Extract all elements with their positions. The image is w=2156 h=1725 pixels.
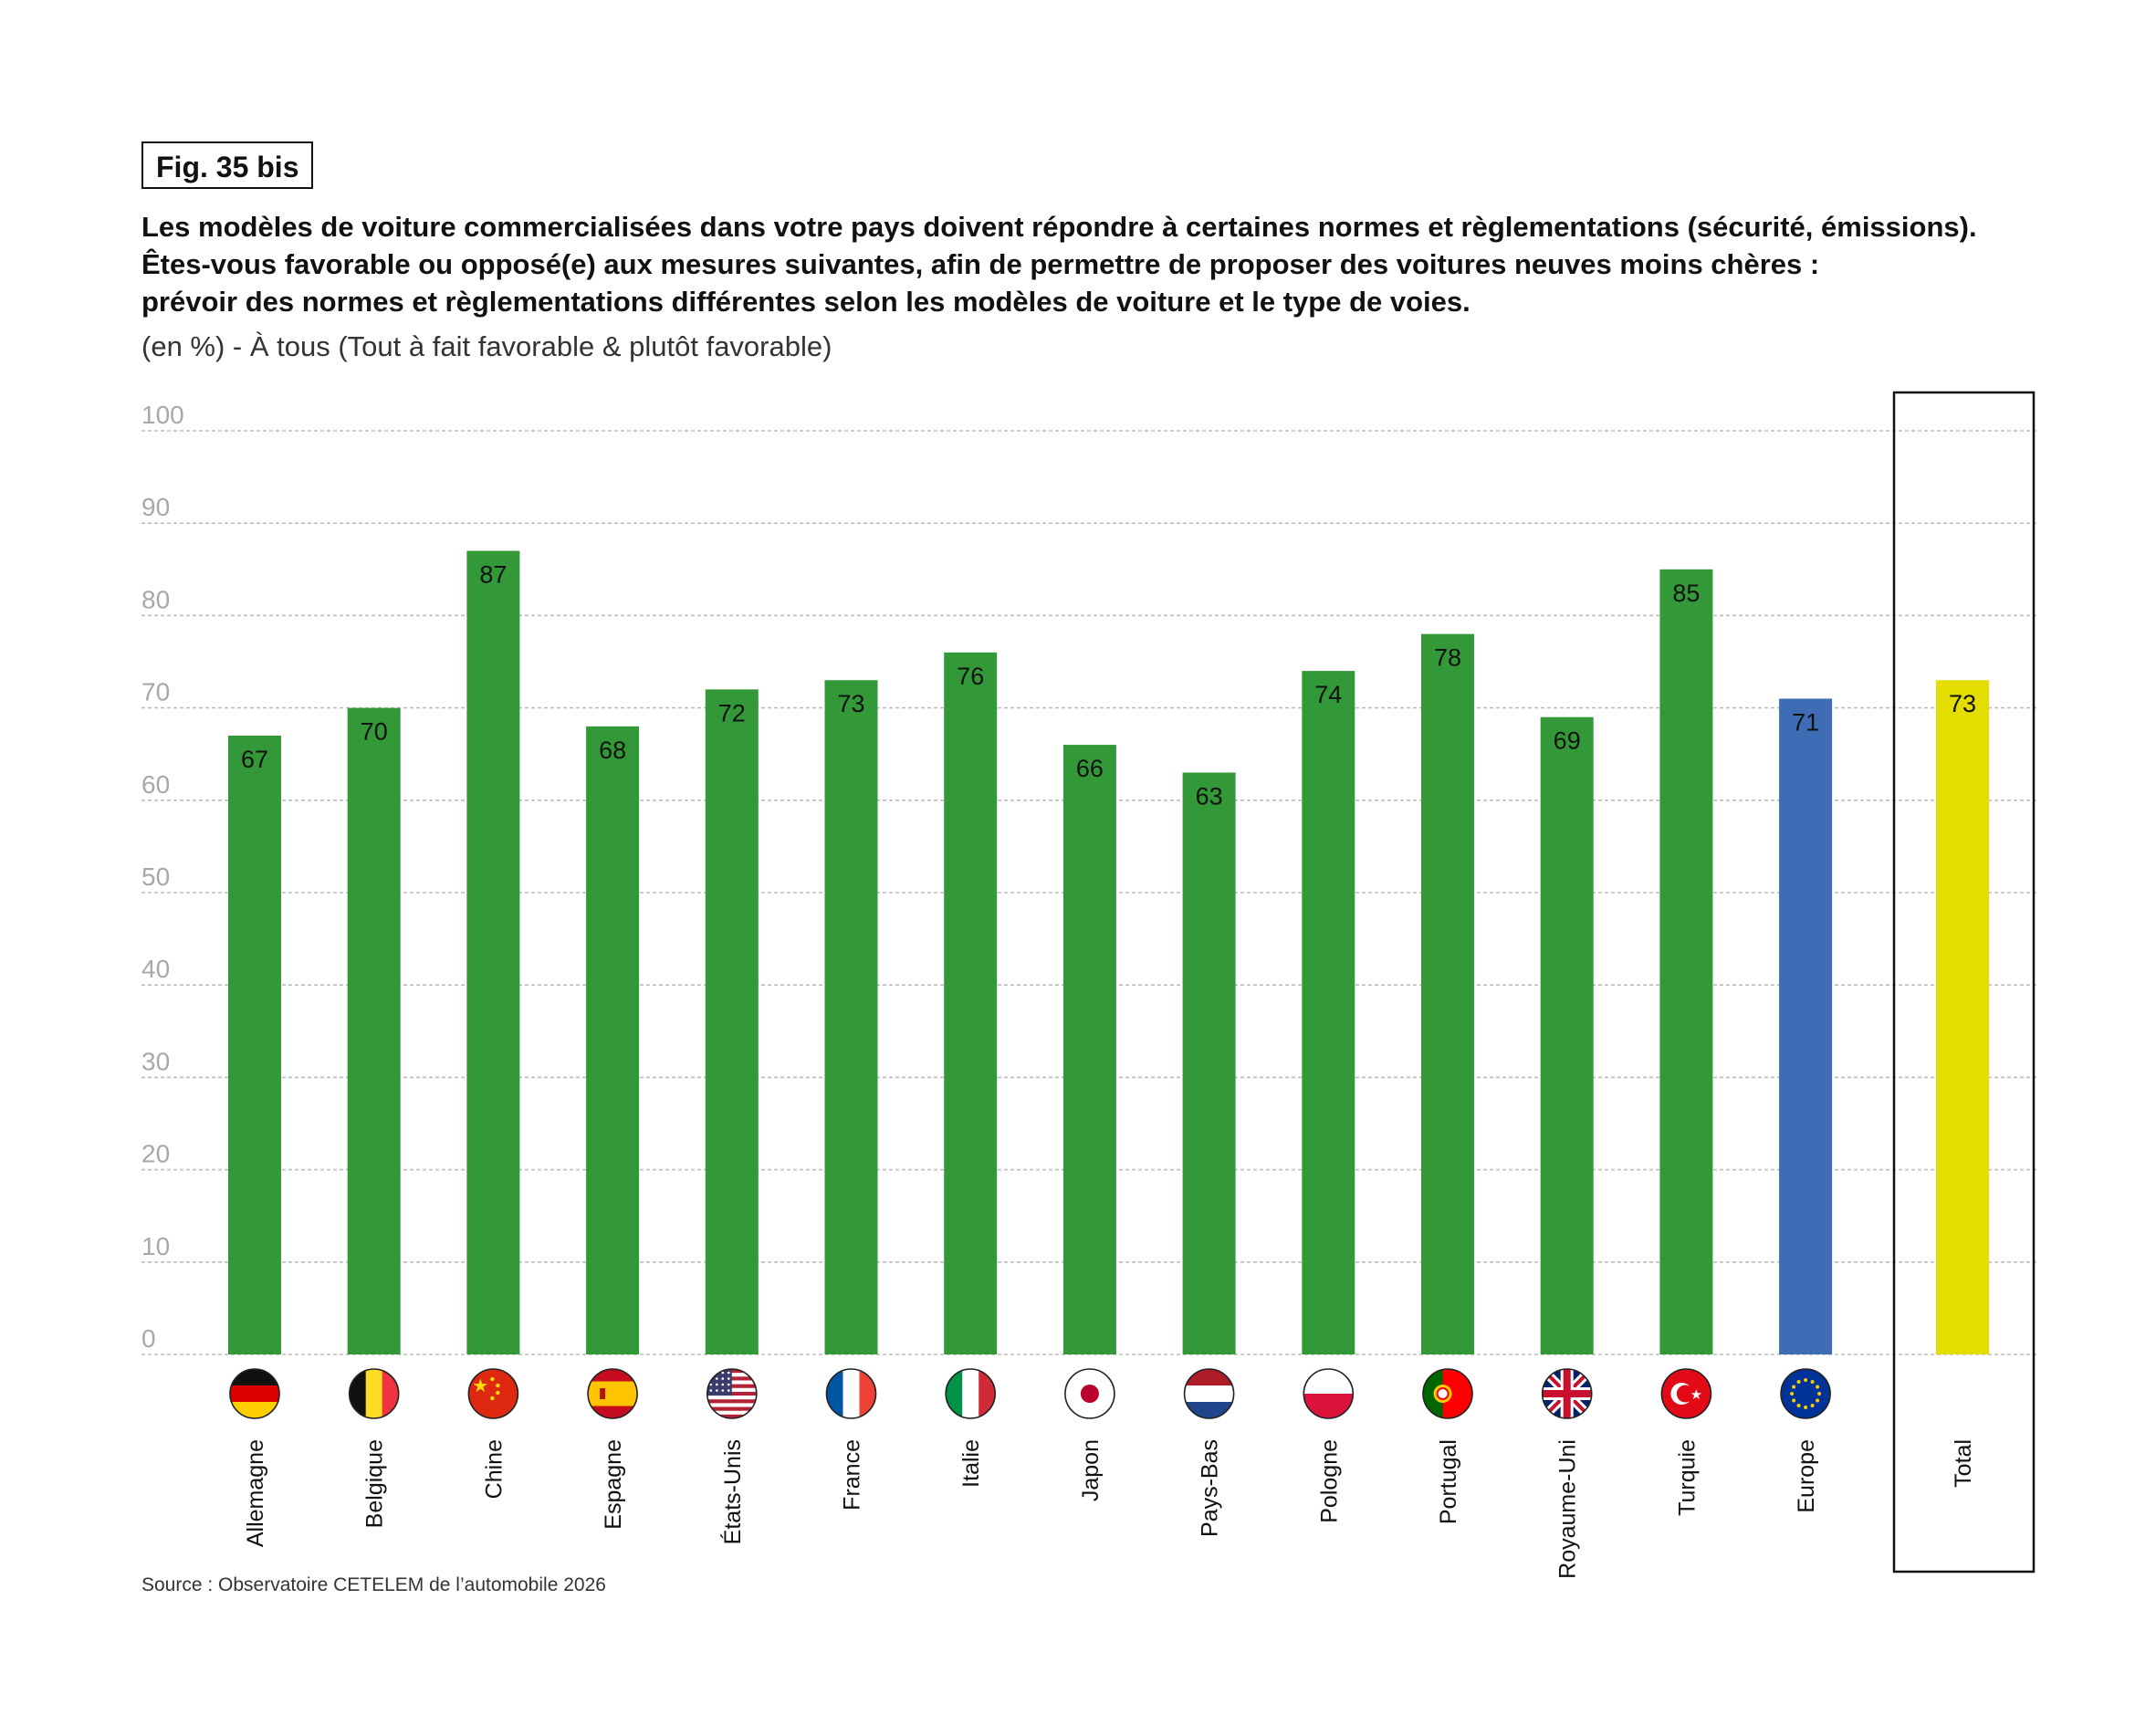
value-label: 72 bbox=[718, 699, 746, 727]
value-label: 68 bbox=[599, 737, 626, 764]
bar-Total bbox=[1936, 680, 1989, 1354]
category-label: Total bbox=[1951, 1439, 1976, 1488]
belgium-flag-icon bbox=[348, 1368, 400, 1419]
y-tick-label: 70 bbox=[141, 678, 170, 706]
category-label: Chine bbox=[481, 1439, 507, 1499]
eu-flag-icon bbox=[1780, 1368, 1831, 1419]
bars bbox=[228, 550, 1989, 1354]
bar-France bbox=[824, 680, 878, 1354]
netherlands-flag-icon bbox=[1183, 1368, 1235, 1419]
value-label: 78 bbox=[1434, 644, 1461, 672]
y-tick-label: 80 bbox=[141, 585, 170, 613]
bar-Europe bbox=[1779, 698, 1833, 1354]
value-label: 63 bbox=[1196, 782, 1223, 810]
chart-title-line-1: Les modèles de voiture commercialisées d… bbox=[141, 211, 1977, 243]
grid-lines: 0 10 20 30 40 50 60 70 80 90 100 bbox=[141, 401, 2037, 1355]
category-label: Portugal bbox=[1436, 1439, 1461, 1524]
bar-Portugal bbox=[1421, 633, 1474, 1354]
category-label: France bbox=[840, 1439, 865, 1511]
bar-Japon bbox=[1062, 745, 1116, 1354]
turkey-flag-icon: ★ bbox=[1660, 1368, 1712, 1419]
value-label: 73 bbox=[1949, 690, 1976, 717]
value-label: 73 bbox=[837, 690, 864, 717]
germany-flag-icon bbox=[229, 1368, 280, 1419]
value-label: 74 bbox=[1314, 681, 1342, 708]
category-label: Pays-Bas bbox=[1198, 1439, 1223, 1537]
category-label: Europe bbox=[1794, 1439, 1819, 1513]
bar-Pologne bbox=[1302, 671, 1355, 1354]
flags: ★ ★ bbox=[229, 1368, 1831, 1419]
value-label: 69 bbox=[1554, 727, 1581, 755]
chart-title: Les modèles de voiture commercialisées d… bbox=[141, 208, 2058, 320]
value-label: 87 bbox=[479, 561, 507, 589]
total-highlight-box bbox=[1892, 391, 2036, 1573]
y-tick-label: 30 bbox=[141, 1047, 170, 1075]
value-label: 66 bbox=[1076, 755, 1104, 782]
value-label: 70 bbox=[361, 718, 388, 746]
y-tick-label: 20 bbox=[141, 1140, 170, 1168]
category-label: Pologne bbox=[1316, 1439, 1342, 1523]
portugal-flag-icon bbox=[1422, 1368, 1473, 1419]
y-tick-label: 40 bbox=[141, 955, 170, 983]
bar-Pays-Bas bbox=[1182, 772, 1236, 1354]
value-label: 76 bbox=[957, 663, 984, 690]
bar-Italie bbox=[944, 652, 998, 1354]
category-label: Italie bbox=[958, 1439, 984, 1488]
italy-flag-icon bbox=[945, 1368, 996, 1419]
y-tick-label: 100 bbox=[141, 401, 184, 429]
spain-flag-icon bbox=[587, 1368, 638, 1419]
usa-flag-icon bbox=[706, 1368, 758, 1419]
figure-label: Fig. 35 bis bbox=[141, 141, 314, 189]
bar-Turquie bbox=[1659, 569, 1713, 1354]
chart-title-line-3: prévoir des normes et règlementations di… bbox=[141, 286, 1470, 318]
bar-Chine bbox=[466, 550, 520, 1354]
category-label: Turquie bbox=[1674, 1439, 1700, 1516]
y-tick-label: 50 bbox=[141, 862, 170, 891]
svg-text:★: ★ bbox=[472, 1376, 488, 1396]
bar-Royaume-Uni bbox=[1540, 716, 1594, 1354]
y-tick-label: 0 bbox=[141, 1324, 156, 1353]
value-label: 71 bbox=[1792, 708, 1819, 736]
category-label: Japon bbox=[1078, 1439, 1104, 1501]
value-label: 85 bbox=[1672, 580, 1700, 607]
bar-Allemagne bbox=[228, 735, 281, 1354]
category-label: Espagne bbox=[601, 1439, 626, 1530]
svg-text:★: ★ bbox=[1690, 1387, 1702, 1403]
category-label: Allemagne bbox=[243, 1439, 268, 1547]
category-label: Belgique bbox=[362, 1439, 388, 1528]
value-label: 67 bbox=[241, 746, 268, 773]
china-flag-icon: ★ bbox=[467, 1368, 519, 1419]
y-tick-label: 60 bbox=[141, 770, 170, 799]
total-box-frame bbox=[1892, 391, 2036, 1573]
chart-title-line-2: Êtes-vous favorable ou opposé(e) aux mes… bbox=[141, 248, 1820, 280]
source-note: Source : Observatoire CETELEM de l’autom… bbox=[141, 1574, 606, 1595]
chart-subtitle: (en %) - À tous (Tout à fait favorable &… bbox=[141, 330, 832, 362]
category-label: États-Unis bbox=[719, 1439, 746, 1544]
bar-Belgique bbox=[347, 707, 401, 1354]
uk-flag-icon bbox=[1541, 1368, 1593, 1419]
y-tick-label: 10 bbox=[141, 1232, 170, 1260]
value-labels: 67 70 87 68 72 73 76 66 63 74 78 69 85 71 73 bbox=[241, 561, 1976, 810]
japan-flag-icon bbox=[1064, 1368, 1115, 1419]
france-flag-icon bbox=[825, 1368, 877, 1419]
bar-États-Unis bbox=[705, 689, 759, 1354]
y-tick-label: 90 bbox=[141, 493, 170, 521]
poland-flag-icon bbox=[1303, 1368, 1355, 1419]
bar-Espagne bbox=[586, 726, 640, 1354]
category-labels: Allemagne Belgique Chine Espagne États-Unis F… bbox=[243, 1439, 1976, 1579]
category-label: Royaume-Uni bbox=[1555, 1439, 1581, 1579]
